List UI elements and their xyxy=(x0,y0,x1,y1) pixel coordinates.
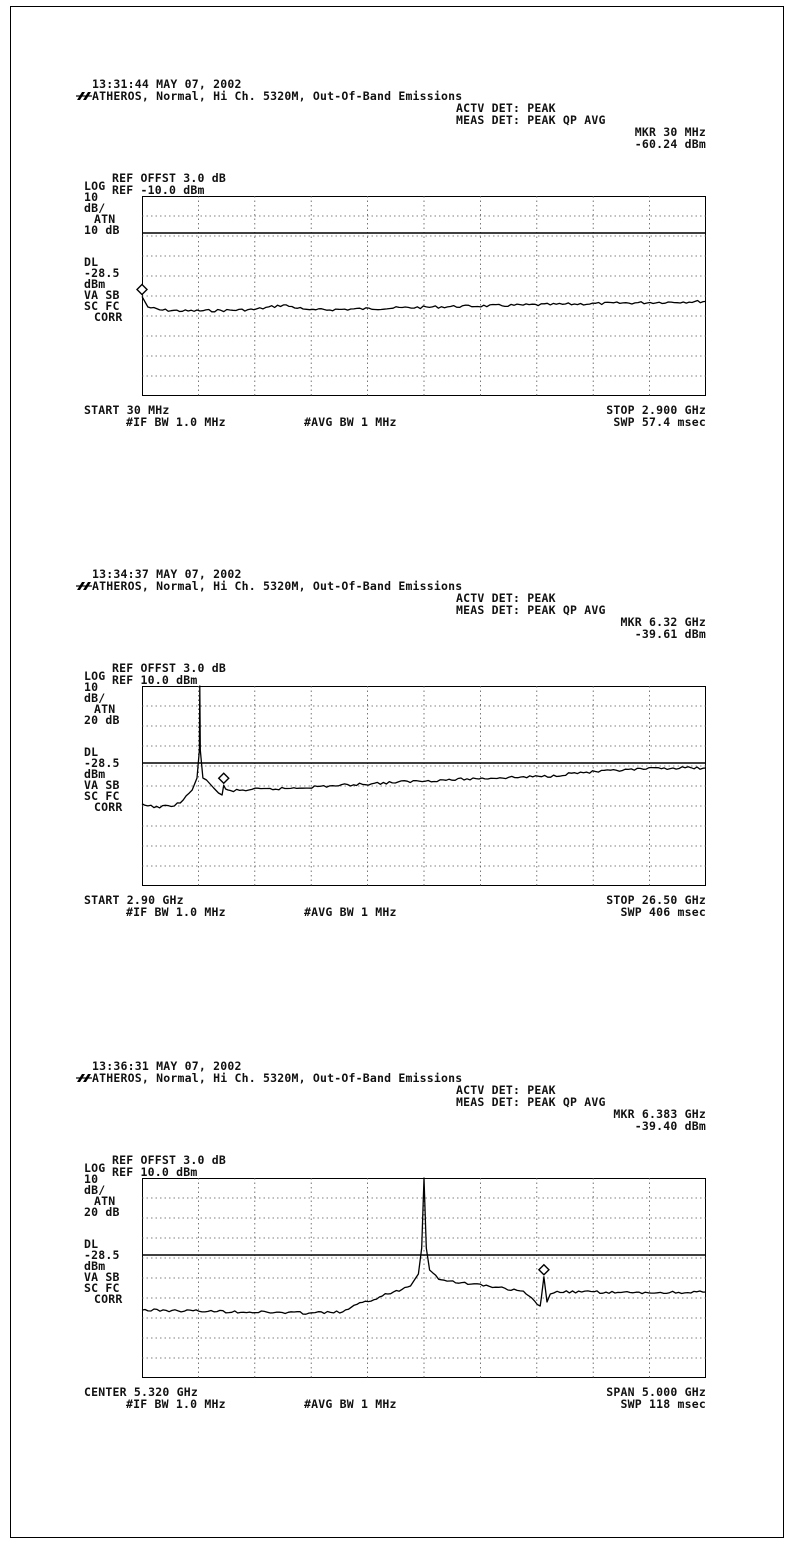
chart-title: ATHEROS, Normal, Hi Ch. 5320M, Out-Of-Ba… xyxy=(92,89,463,103)
active-detector: ACTV DET: PEAK xyxy=(456,101,556,115)
reference-level: REF 10.0 dBm xyxy=(112,673,198,687)
left-label: CORR xyxy=(94,310,123,324)
left-label: VA SB xyxy=(84,288,120,302)
left-label: dBm xyxy=(84,277,106,291)
timestamp: 13:31:44 MAY 07, 2002 xyxy=(92,77,242,91)
x-stop-label: STOP 2.900 GHz xyxy=(606,403,706,417)
timestamp: 13:36:31 MAY 07, 2002 xyxy=(92,1059,242,1073)
left-label: 20 dB xyxy=(84,713,120,727)
x-start-label: START 2.90 GHz xyxy=(84,893,184,907)
left-label: DL xyxy=(84,1237,99,1251)
spectrum-panel-1: 13:31:44 MAY 07, 2002 ATHEROS, Normal, Hi… xyxy=(0,70,796,450)
sweep-time: SWP 57.4 msec xyxy=(613,415,706,429)
chart-title: ATHEROS, Normal, Hi Ch. 5320M, Out-Of-Ba… xyxy=(92,579,463,593)
marker-diamond xyxy=(537,1263,550,1276)
x-stop-label: SPAN 5.000 GHz xyxy=(606,1385,706,1399)
left-label: ATN xyxy=(94,702,116,716)
graticule xyxy=(142,1178,706,1378)
reference-level: REF 10.0 dBm xyxy=(112,1165,198,1179)
hp-logo-icon xyxy=(76,92,92,100)
spectrum-plot xyxy=(141,1177,707,1378)
spectrum-trace xyxy=(141,1177,707,1315)
measure-detector: MEAS DET: PEAK QP AVG xyxy=(456,113,606,127)
sweep-time: SWP 118 msec xyxy=(620,1397,706,1411)
left-label: DL xyxy=(84,255,99,269)
reference-offset: REF OFFST 3.0 dB xyxy=(112,1153,226,1167)
left-label: dB/ xyxy=(84,201,106,215)
left-label: SC FC xyxy=(84,789,120,803)
if-bandwidth: #IF BW 1.0 MHz xyxy=(126,905,226,919)
marker-frequency: MKR 6.32 GHz xyxy=(620,615,706,629)
marker-level: -39.61 dBm xyxy=(634,627,706,641)
left-label: DL xyxy=(84,745,99,759)
graticule xyxy=(142,686,706,886)
chart-title: ATHEROS, Normal, Hi Ch. 5320M, Out-Of-Ba… xyxy=(92,1071,463,1085)
average-bandwidth: #AVG BW 1 MHz xyxy=(304,905,397,919)
average-bandwidth: #AVG BW 1 MHz xyxy=(304,1397,397,1411)
marker-diamond xyxy=(217,772,230,785)
spectrum-panel-2: 13:34:37 MAY 07, 2002 ATHEROS, Normal, Hi… xyxy=(0,560,796,940)
left-label: 10 xyxy=(84,1172,99,1186)
left-label: -28.5 xyxy=(84,1248,120,1262)
left-label: dBm xyxy=(84,767,106,781)
left-label: dB/ xyxy=(84,1183,106,1197)
measure-detector: MEAS DET: PEAK QP AVG xyxy=(456,603,606,617)
left-label: 20 dB xyxy=(84,1205,120,1219)
left-label: VA SB xyxy=(84,1270,120,1284)
spectrum-trace xyxy=(141,296,707,313)
graticule xyxy=(142,196,706,396)
if-bandwidth: #IF BW 1.0 MHz xyxy=(126,415,226,429)
x-start-label: START 30 MHz xyxy=(84,403,170,417)
if-bandwidth: #IF BW 1.0 MHz xyxy=(126,1397,226,1411)
sweep-time: SWP 406 msec xyxy=(620,905,706,919)
active-detector: ACTV DET: PEAK xyxy=(456,591,556,605)
marker-frequency: MKR 6.383 GHz xyxy=(613,1107,706,1121)
page-border xyxy=(10,6,784,1538)
marker-level: -39.40 dBm xyxy=(634,1119,706,1133)
marker-diamond xyxy=(136,283,148,296)
left-label: 10 xyxy=(84,190,99,204)
left-label: 10 dB xyxy=(84,223,120,237)
left-label: SC FC xyxy=(84,1281,120,1295)
measure-detector: MEAS DET: PEAK QP AVG xyxy=(456,1095,606,1109)
left-label: LOG xyxy=(84,179,106,193)
left-label: -28.5 xyxy=(84,266,120,280)
left-label: SC FC xyxy=(84,299,120,313)
x-start-label: CENTER 5.320 GHz xyxy=(84,1385,198,1399)
left-label: ATN xyxy=(94,1194,116,1208)
spectrum-plot xyxy=(136,196,707,396)
spectrum-panel-3: 13:36:31 MAY 07, 2002 ATHEROS, Normal, Hi… xyxy=(0,1052,796,1432)
left-label: 10 xyxy=(84,680,99,694)
left-label: -28.5 xyxy=(84,756,120,770)
marker-frequency: MKR 30 MHz xyxy=(634,125,706,139)
hp-logo-icon xyxy=(76,582,92,590)
spectrum-trace xyxy=(141,685,707,809)
left-label: CORR xyxy=(94,800,123,814)
left-label: VA SB xyxy=(84,778,120,792)
x-stop-label: STOP 26.50 GHz xyxy=(606,893,706,907)
timestamp: 13:34:37 MAY 07, 2002 xyxy=(92,567,242,581)
left-label: dBm xyxy=(84,1259,106,1273)
reference-offset: REF OFFST 3.0 dB xyxy=(112,171,226,185)
left-label: ATN xyxy=(94,212,116,226)
average-bandwidth: #AVG BW 1 MHz xyxy=(304,415,397,429)
left-label: LOG xyxy=(84,1161,106,1175)
marker-level: -60.24 dBm xyxy=(634,137,706,151)
hp-logo-icon xyxy=(76,1074,92,1082)
reference-offset: REF OFFST 3.0 dB xyxy=(112,661,226,675)
active-detector: ACTV DET: PEAK xyxy=(456,1083,556,1097)
left-label: dB/ xyxy=(84,691,106,705)
left-label: LOG xyxy=(84,669,106,683)
reference-level: REF -10.0 dBm xyxy=(112,183,205,197)
spectrum-plot xyxy=(141,685,707,886)
left-label: CORR xyxy=(94,1292,123,1306)
